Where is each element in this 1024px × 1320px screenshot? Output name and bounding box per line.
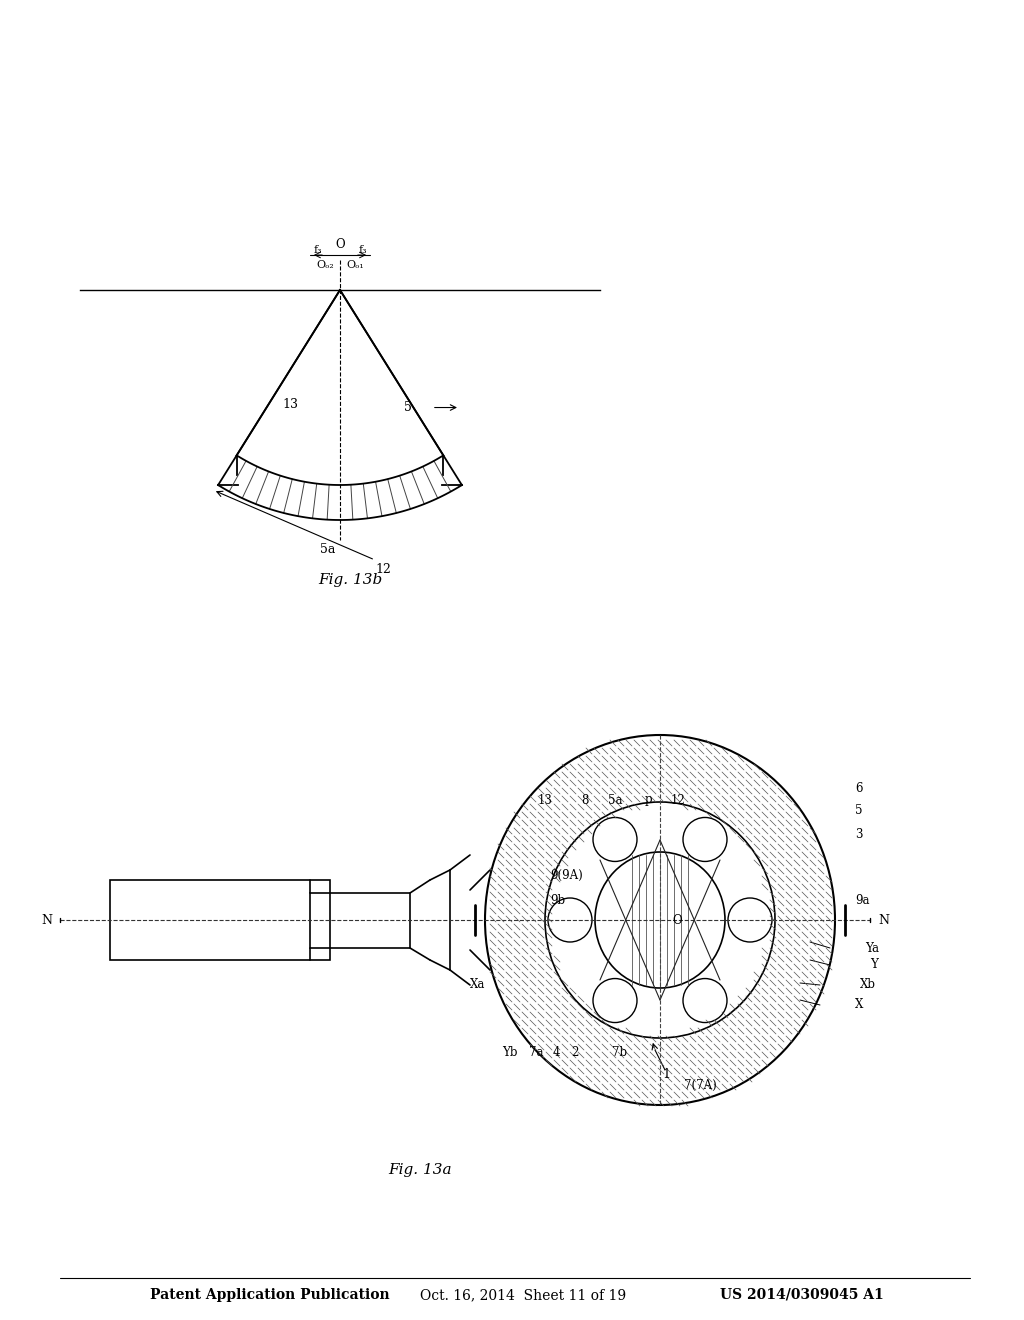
Text: f₃: f₃	[358, 246, 367, 255]
Text: US 2014/0309045 A1: US 2014/0309045 A1	[720, 1288, 884, 1302]
Text: 12: 12	[671, 793, 685, 807]
Text: f₃: f₃	[313, 246, 322, 255]
Text: Y: Y	[870, 958, 878, 972]
Text: O: O	[335, 239, 345, 252]
Text: X: X	[855, 998, 863, 1011]
Text: 9(9A): 9(9A)	[550, 869, 583, 882]
Text: Fig. 13b: Fig. 13b	[317, 573, 382, 587]
Text: 7a: 7a	[528, 1045, 544, 1059]
Text: 8: 8	[582, 793, 589, 807]
Text: N: N	[878, 913, 889, 927]
Text: 4: 4	[552, 1045, 560, 1059]
Text: Oct. 16, 2014  Sheet 11 of 19: Oct. 16, 2014 Sheet 11 of 19	[420, 1288, 626, 1302]
Text: 9a: 9a	[855, 894, 869, 907]
Text: 7b: 7b	[612, 1045, 628, 1059]
Text: O: O	[672, 913, 682, 927]
Text: 2: 2	[571, 1045, 579, 1059]
Text: 5a: 5a	[608, 793, 623, 807]
Text: p: p	[644, 793, 652, 807]
Bar	[110, 880, 330, 960]
Text: 1: 1	[662, 1068, 670, 1081]
Text: 6: 6	[855, 781, 862, 795]
Bar	[310, 894, 410, 948]
Text: 3: 3	[855, 829, 862, 842]
Text: 7(7A): 7(7A)	[684, 1078, 717, 1092]
Text: 13: 13	[538, 793, 552, 807]
Text: Fig. 13a: Fig. 13a	[388, 1163, 452, 1177]
Text: Patent Application Publication: Patent Application Publication	[150, 1288, 389, 1302]
Text: 12: 12	[375, 564, 391, 577]
Text: 9b: 9b	[550, 894, 565, 907]
Text: 13: 13	[282, 399, 298, 412]
Text: Ya: Ya	[865, 941, 879, 954]
Text: 5: 5	[404, 401, 412, 414]
Text: 5: 5	[855, 804, 862, 817]
Text: Xa: Xa	[470, 978, 485, 991]
Text: 5a: 5a	[319, 544, 335, 557]
Text: Xb: Xb	[860, 978, 876, 991]
Text: Oₒ₁: Oₒ₁	[346, 260, 364, 271]
Text: N: N	[41, 913, 52, 927]
Text: Yb: Yb	[502, 1045, 518, 1059]
Text: Oₒ₂: Oₒ₂	[316, 260, 334, 271]
